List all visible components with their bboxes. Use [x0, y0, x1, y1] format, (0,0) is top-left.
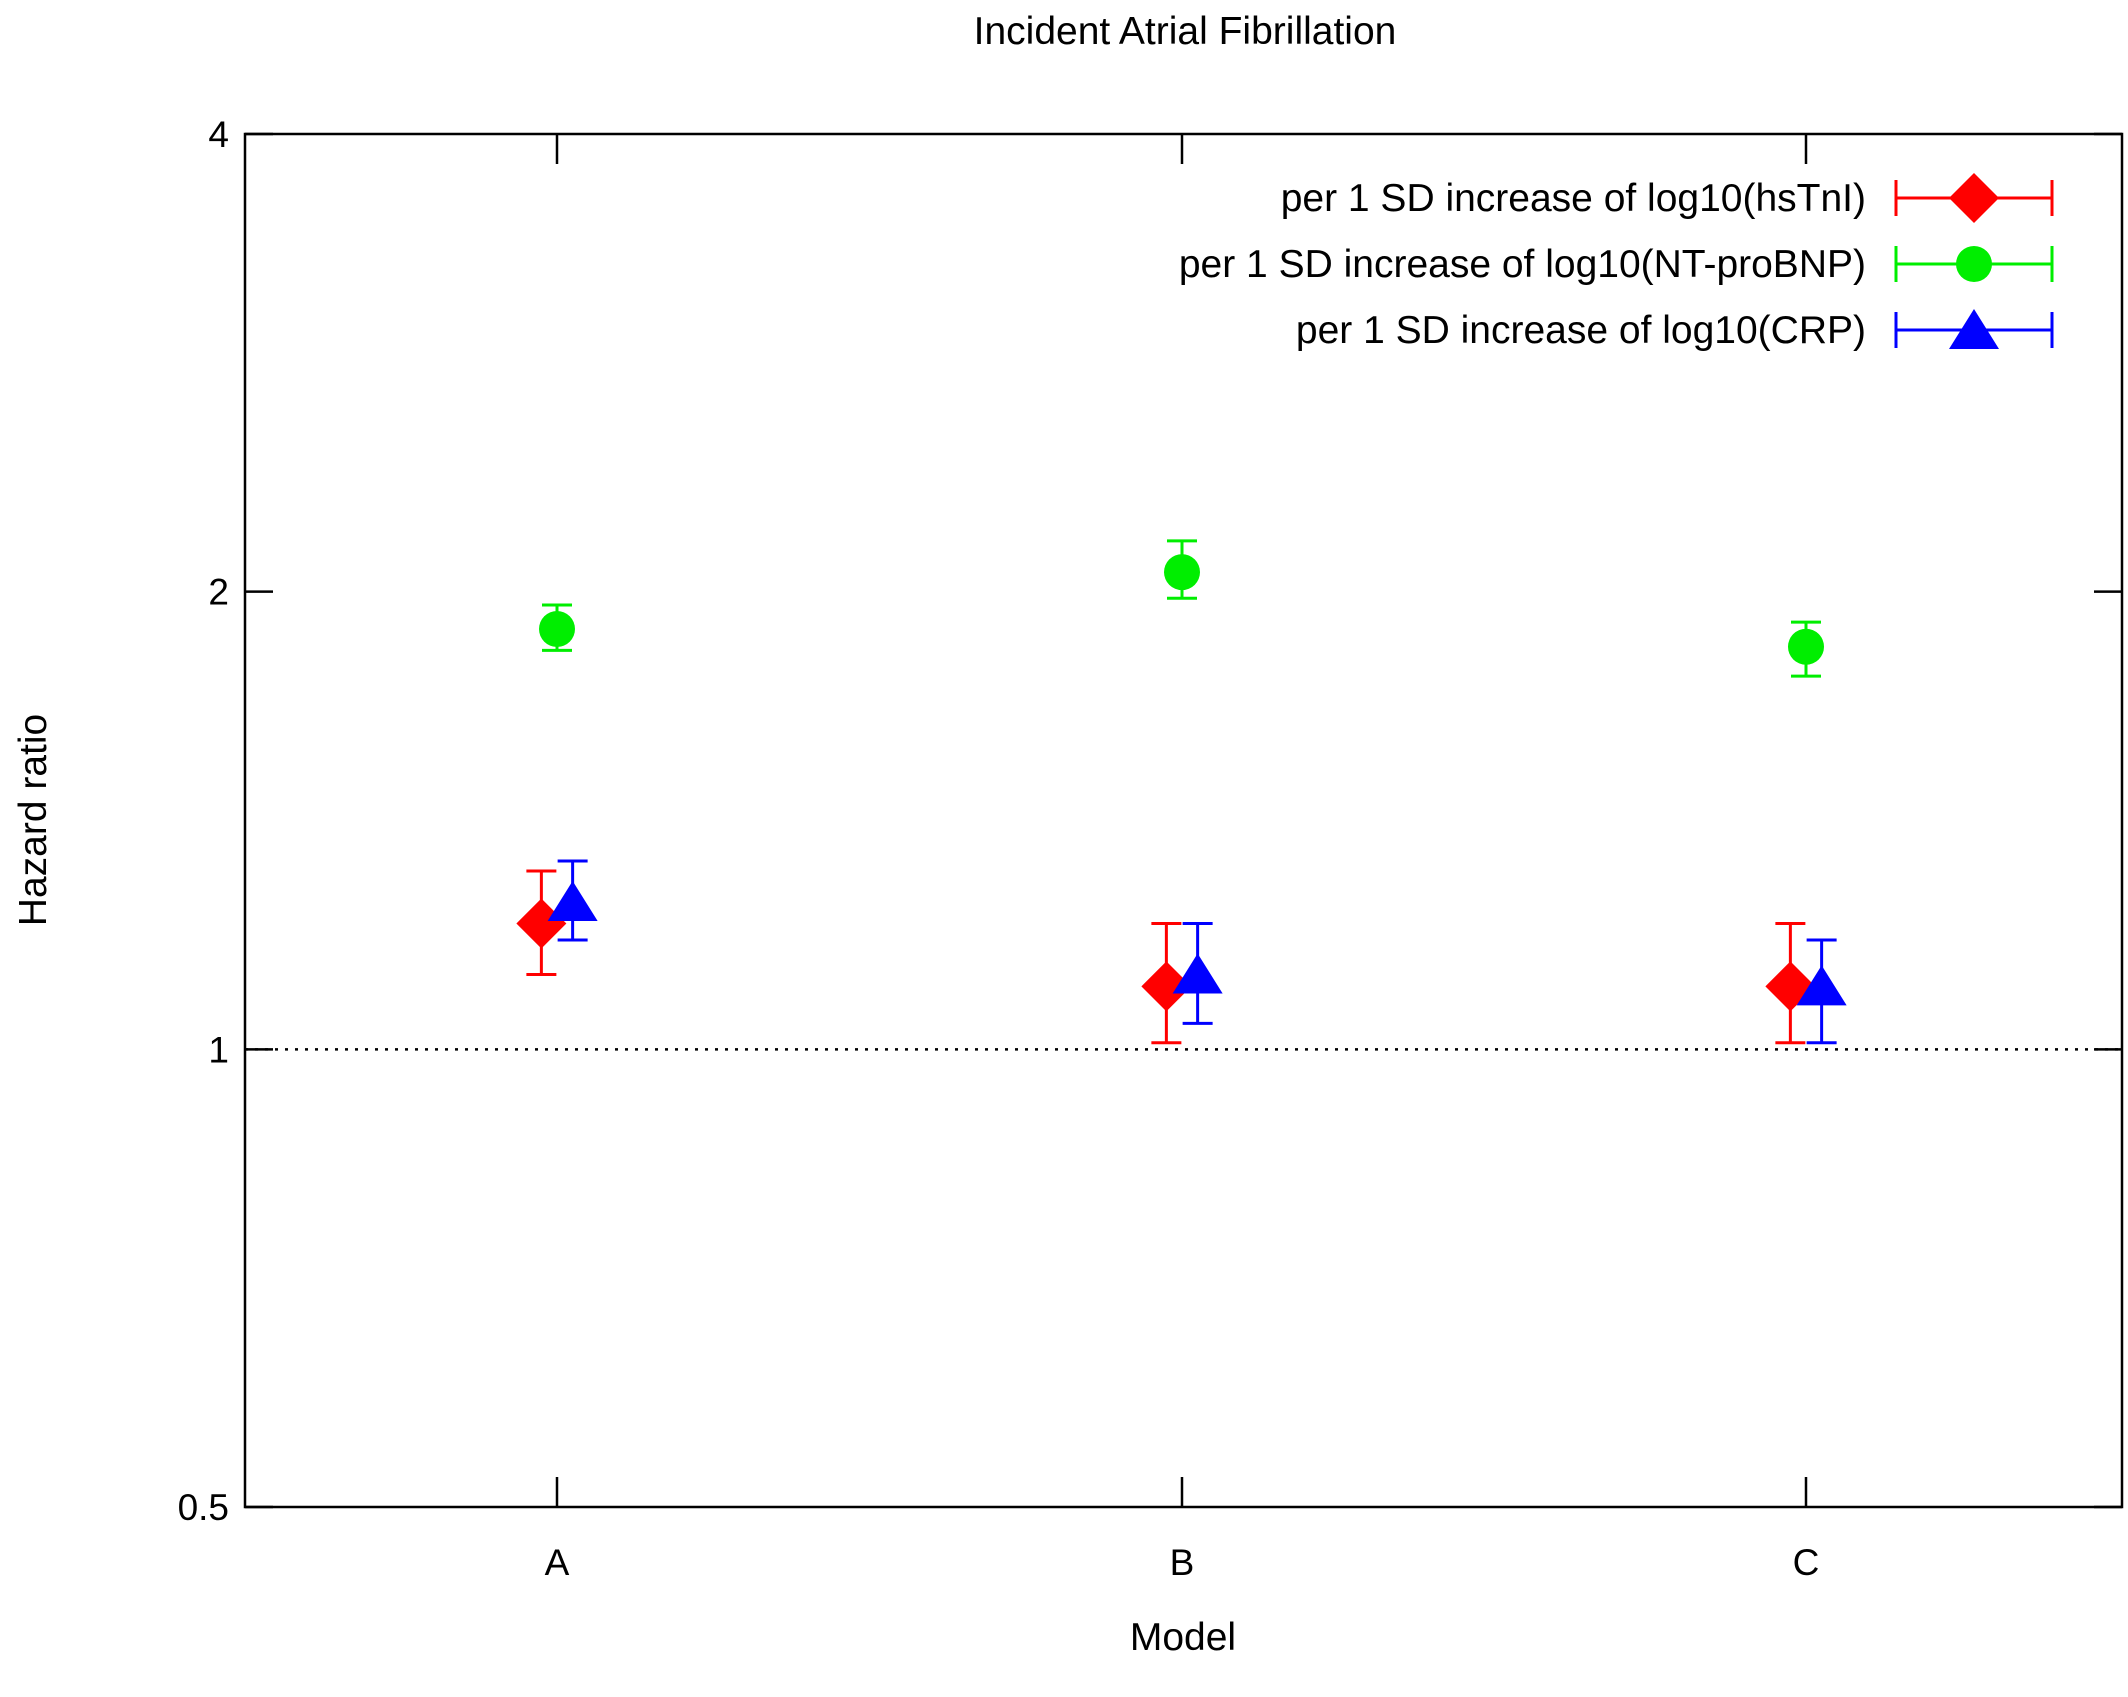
legend-marker-circle: [1956, 246, 1992, 282]
y-tick-label: 1: [208, 1029, 229, 1070]
data-point-circle: [1164, 554, 1200, 591]
series-diamond: [516, 869, 1816, 1045]
plot-frame: [243, 132, 2124, 1509]
x-axis-label: Model: [1130, 1616, 1236, 1659]
x-tick-label: C: [1793, 1542, 1820, 1583]
legend: per 1 SD increase of log10(hsTnI) per 1 S…: [1179, 173, 2054, 352]
plot-area: 0.5 1 2 4 A B C: [178, 114, 2122, 1583]
data-point-triangle: [1172, 953, 1223, 994]
legend-label: per 1 SD increase of log10(hsTnI): [1281, 177, 1866, 220]
chart-title: Incident Atrial Fibrillation: [974, 10, 1397, 53]
legend-label: per 1 SD increase of log10(CRP): [1296, 309, 1866, 352]
y-tick-label: 4: [208, 114, 229, 155]
legend-entry: per 1 SD increase of log10(hsTnI): [1281, 173, 2054, 223]
series-circle: [539, 539, 1824, 678]
data-point-triangle: [1796, 965, 1847, 1006]
legend-marker-triangle: [1949, 309, 1999, 349]
data-point-circle: [1788, 628, 1824, 665]
x-tick-label: B: [1170, 1542, 1195, 1583]
legend-entry: per 1 SD increase of log10(CRP): [1296, 309, 2054, 352]
legend-marker-diamond: [1949, 173, 1999, 223]
data-point-diamond: [1141, 961, 1192, 1012]
y-tick-label: 2: [208, 572, 229, 613]
data-point-circle: [539, 611, 575, 648]
legend-entry: per 1 SD increase of log10(NT-proBNP): [1179, 243, 2054, 286]
data-point-triangle: [547, 880, 598, 921]
legend-label: per 1 SD increase of log10(NT-proBNP): [1179, 243, 1866, 286]
y-tick-label: 0.5: [178, 1487, 229, 1528]
series-triangle: [547, 859, 1847, 1045]
x-tick-label: A: [545, 1542, 570, 1583]
y-axis-label: Hazard ratio: [12, 714, 55, 926]
data-point-diamond: [516, 898, 567, 949]
